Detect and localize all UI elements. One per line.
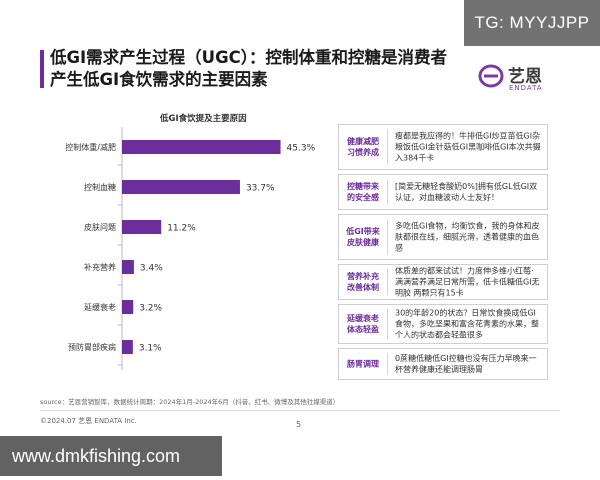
watermark-bottom: www.dmkfishing.com: [0, 436, 222, 476]
reason-card-3: 低GI带来 皮肤健康 多吃低GI食物，均衡饮食，我的身体和皮肤都很在线，细腻光滑…: [338, 214, 548, 260]
endata-logo-icon: [478, 64, 504, 88]
divider: [387, 309, 388, 339]
logo-subtitle: ENDATA: [509, 84, 543, 92]
bar: [122, 340, 133, 354]
reason-label: 控糖带来 的安全感: [347, 182, 379, 202]
divider: [387, 269, 388, 295]
reason-label: 营养补充 改善体制: [347, 272, 379, 292]
bar: [122, 260, 134, 274]
value-label: 3.4%: [140, 264, 163, 274]
value-label: 3.2%: [139, 304, 162, 314]
reason-text: 瘦都是我应得的！牛排低GI炒豆苗低GI杂粮饭低GI金针菇低GI黑咖啡低GI本次共…: [395, 131, 541, 163]
divider: [387, 179, 388, 205]
page-title: 低GI需求产生过程（UGC）：控制体重和控糖是消费者产生低GI食饮需求的主要因素: [50, 48, 447, 89]
footer-divider: [40, 410, 560, 411]
reason-text: 0蔗糖低糖低GI控糖也没有压力早晚来一杯营养健康还能调理肠胃: [395, 354, 537, 374]
value-label: 33.7%: [246, 184, 275, 194]
reason-text: [简爱无糖轻食酸奶0%]拥有低GL低GI双认证，对血糖波动人士友好！: [395, 182, 538, 202]
bar: [122, 220, 162, 234]
category-label: 补充营养: [84, 262, 116, 272]
reason-card-4: 营养补充 改善体制 体质差的都来试试！力度伸多维小红莓·满满营养满足日常所需，低…: [338, 264, 548, 300]
watermark-top: TG: MYYJJPP: [464, 0, 600, 46]
brand-logo: 艺恩 ENDATA: [478, 60, 568, 94]
bar: [122, 300, 134, 314]
reason-label: 肠胃调理: [347, 359, 379, 369]
page-number: 5: [296, 420, 302, 429]
bar: [122, 140, 281, 154]
value-label: 45.3%: [287, 144, 316, 154]
reason-card-5: 延缓衰老 体态轻盈 30的年龄20的状态？日常饮食换成低GI食物，多吃坚果和富含…: [338, 304, 548, 344]
source-note: source：艺恩营销智库，数据统计周期：2024年1月-2024年6月（抖音、…: [40, 398, 340, 406]
reason-label: 健康减肥 习惯养成: [347, 137, 379, 157]
reason-text: 体质差的都来试试！力度伸多维小红莓·满满营养满足日常所需，低卡低糖低GI无明胶 …: [395, 266, 540, 298]
reason-label: 延缓衰老 体态轻盈: [347, 314, 379, 334]
value-label: 11.2%: [167, 224, 196, 234]
category-label: 皮肤问题: [84, 222, 116, 232]
title-accent-bar: [40, 50, 44, 88]
reason-card-1: 健康减肥 习惯养成 瘦都是我应得的！牛排低GI炒豆苗低GI杂粮饭低GI金针菇低G…: [338, 124, 548, 170]
reason-text: 30的年龄20的状态？日常饮食换成低GI食物，多吃坚果和富含花青素的水果，整个人…: [395, 308, 539, 340]
divider: [387, 353, 388, 375]
copyright: ©2024.07 艺恩 ENDATA Inc.: [40, 417, 137, 425]
logo-name: 艺恩: [508, 67, 542, 87]
reason-label: 低GI带来 皮肤健康: [346, 227, 380, 247]
category-label: 控制体重/减肥: [65, 142, 116, 152]
value-label: 3.1%: [139, 344, 162, 354]
category-label: 预防胃部疾病: [68, 342, 116, 352]
reason-text: 多吃低GI食物，均衡饮食，我的身体和皮肤都很在线，细腻光滑，透着健康的血色感: [395, 221, 540, 253]
chart-title: 低GI食饮提及主要原因: [160, 114, 247, 124]
reason-card-6: 肠胃调理 0蔗糖低糖低GI控糖也没有压力早晚来一杯营养健康还能调理肠胃: [338, 348, 548, 380]
divider: [387, 219, 388, 255]
bar-chart: 控制体重/减肥 45.3% 控制血糖 33.7% 皮肤问题 11.2% 补充营养 3.4% 延缓…: [65, 127, 316, 370]
category-label: 延缓衰老: [84, 302, 116, 312]
reason-card-2: 控糖带来 的安全感 [简爱无糖轻食酸奶0%]拥有低GL低GI双认证，对血糖波动人…: [338, 174, 548, 210]
divider: [387, 129, 388, 165]
bar: [122, 180, 240, 194]
category-label: 控制血糖: [84, 182, 116, 192]
